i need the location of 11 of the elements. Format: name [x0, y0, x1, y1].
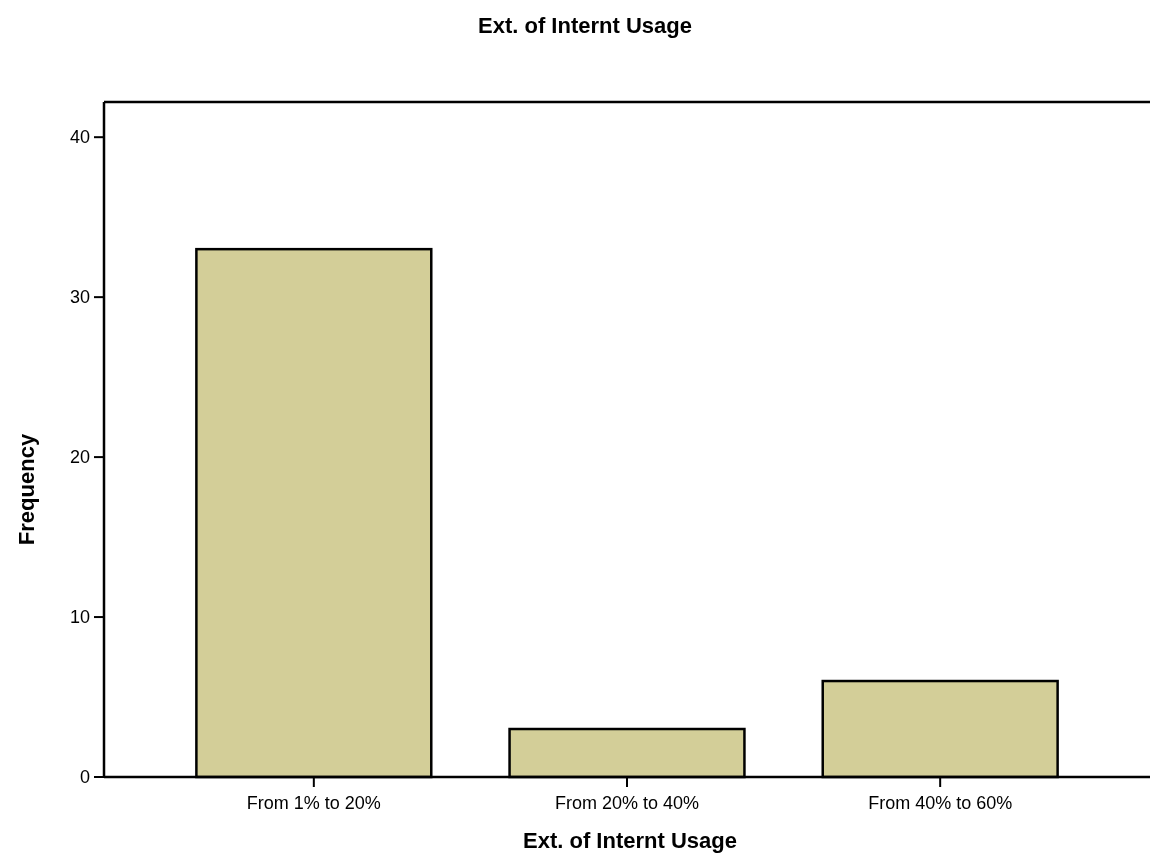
- x-tick-label: From 1% to 20%: [246, 793, 381, 813]
- x-tick-label: From 40% to 60%: [868, 793, 1013, 813]
- chart-title: Ext. of Internt Usage: [478, 13, 692, 38]
- y-tick-label: 40: [69, 127, 90, 148]
- y-tick-label: 10: [69, 607, 90, 628]
- x-axis-title: Ext. of Internt Usage: [523, 828, 737, 853]
- y-tick-label: 20: [69, 447, 90, 468]
- y-tick-label: 30: [69, 287, 90, 308]
- x-tick-label: From 20% to 40%: [554, 793, 700, 813]
- y-axis-title: Frequency: [14, 433, 39, 546]
- y-tick-label: 0: [79, 767, 90, 788]
